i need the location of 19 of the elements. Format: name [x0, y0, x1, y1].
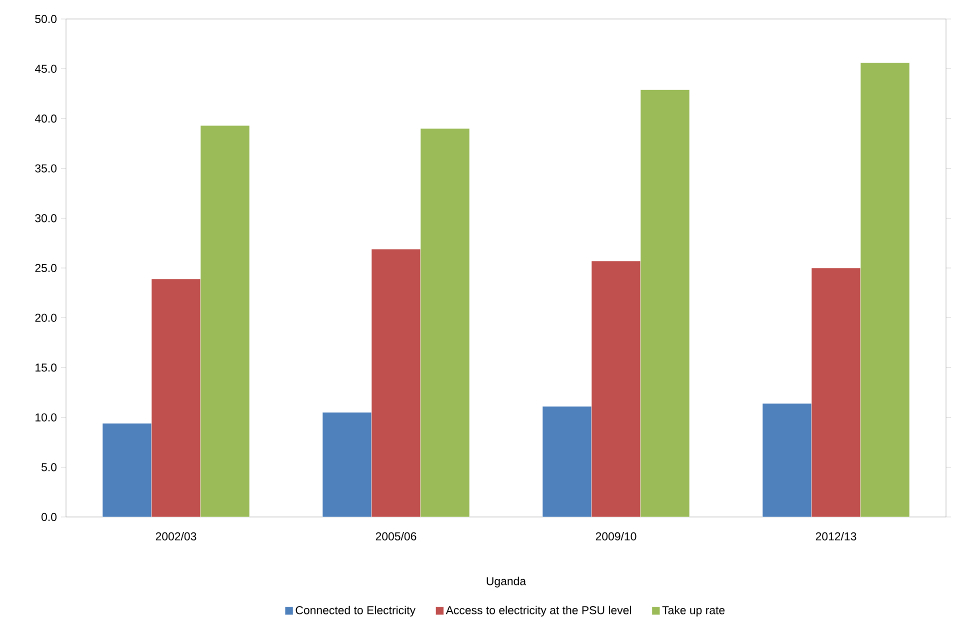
x-axis-title: Uganda [486, 576, 526, 588]
y-tick-label: 50.0 [35, 14, 57, 24]
x-tick-label: 2002/03 [156, 532, 196, 540]
y-tick-label: 25.0 [35, 264, 57, 272]
y-tick-label: 0.0 [42, 512, 57, 522]
y-tick-label: 20.0 [35, 314, 57, 322]
y-tick-label: 45.0 [34, 64, 57, 73]
x-tick-label: 2012/13 [816, 532, 856, 540]
legend-label: Take up rate [662, 606, 725, 617]
y-tick-label: 15.0 [36, 364, 57, 372]
legend-label: Connected to Electricity [296, 606, 416, 617]
x-tick-label: 2009/10 [596, 532, 636, 540]
y-tick-label: 35.0 [35, 164, 57, 172]
y-tick-label: 10.0 [36, 413, 57, 422]
legend-label: Access to electricity at the PSU level [446, 606, 631, 617]
x-tick-label: 2005/06 [376, 532, 416, 540]
y-tick-label: 5.0 [42, 463, 57, 472]
y-tick-label: 30.0 [35, 214, 57, 222]
y-tick-label: 40.0 [34, 114, 57, 123]
